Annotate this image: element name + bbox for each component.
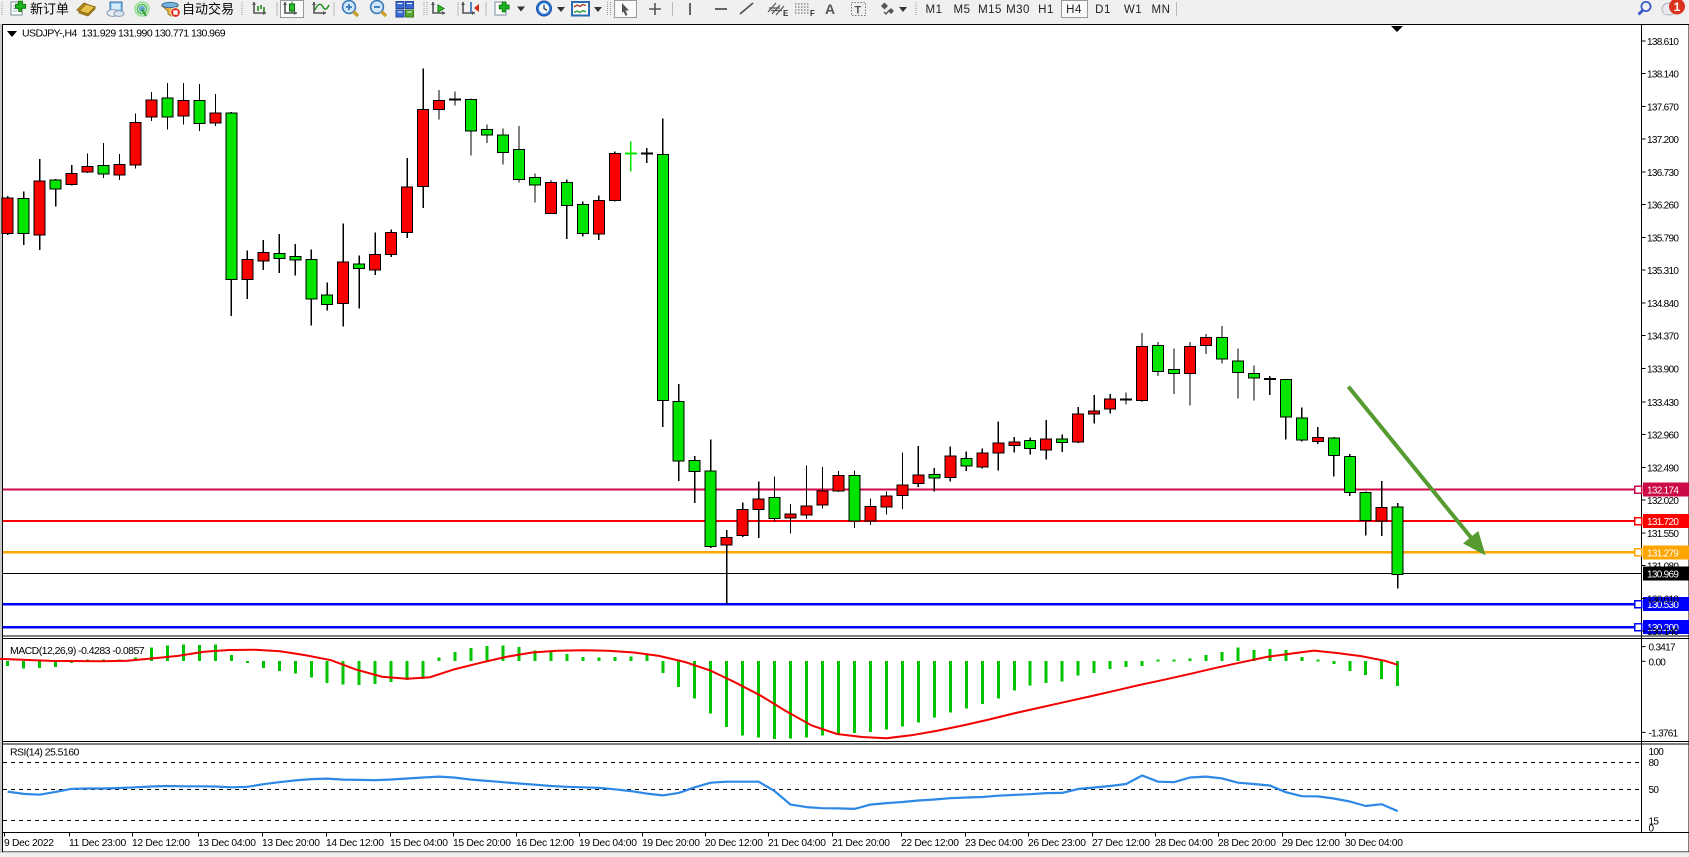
svg-text:1: 1 xyxy=(1674,0,1681,14)
svg-text:MN: MN xyxy=(1152,4,1171,16)
svg-text:T: T xyxy=(855,5,862,17)
svg-text:28 Dec 20:00: 28 Dec 20:00 xyxy=(1218,838,1276,849)
svg-text:RSI(14) 25.5160: RSI(14) 25.5160 xyxy=(10,747,80,759)
svg-text:30 Dec 04:00: 30 Dec 04:00 xyxy=(1345,838,1403,849)
svg-text:130.200: 130.200 xyxy=(1647,623,1679,634)
svg-text:14 Dec 12:00: 14 Dec 12:00 xyxy=(326,838,384,849)
svg-text:-1.3761: -1.3761 xyxy=(1649,728,1679,739)
svg-text:136.260: 136.260 xyxy=(1647,201,1679,212)
svg-text:135.310: 135.310 xyxy=(1647,266,1679,277)
svg-text:M1: M1 xyxy=(926,4,943,16)
svg-text:M5: M5 xyxy=(954,4,971,16)
svg-text:29 Dec 12:00: 29 Dec 12:00 xyxy=(1282,838,1340,849)
svg-text:A: A xyxy=(825,1,835,17)
svg-text:131.720: 131.720 xyxy=(1647,517,1679,528)
svg-text:新订单: 新订单 xyxy=(30,2,69,17)
svg-text:20 Dec 12:00: 20 Dec 12:00 xyxy=(705,838,763,849)
svg-text:12 Dec 12:00: 12 Dec 12:00 xyxy=(132,838,190,849)
svg-text:132.174: 132.174 xyxy=(1647,486,1679,497)
svg-text:19 Dec 04:00: 19 Dec 04:00 xyxy=(579,838,637,849)
svg-text:138.610: 138.610 xyxy=(1647,37,1679,48)
svg-text:USDJPY-,H4 131.929 131.990 13: USDJPY-,H4 131.929 131.990 130.771 130.9… xyxy=(22,28,226,40)
svg-text:15 Dec 20:00: 15 Dec 20:00 xyxy=(453,838,511,849)
svg-text:130.610: 130.610 xyxy=(1647,595,1679,606)
svg-text:133.430: 133.430 xyxy=(1647,398,1679,409)
svg-text:0: 0 xyxy=(1649,824,1655,835)
svg-text:130.969: 130.969 xyxy=(1647,570,1679,581)
svg-text:131.080: 131.080 xyxy=(1647,562,1679,573)
svg-text:130.530: 130.530 xyxy=(1647,600,1679,611)
svg-text:自动交易: 自动交易 xyxy=(182,2,234,17)
svg-text:100: 100 xyxy=(1649,747,1665,758)
svg-text:W1: W1 xyxy=(1124,4,1142,16)
svg-text:138.140: 138.140 xyxy=(1647,70,1679,81)
svg-text:23 Dec 04:00: 23 Dec 04:00 xyxy=(965,838,1023,849)
svg-text:15 Dec 04:00: 15 Dec 04:00 xyxy=(390,838,448,849)
svg-text:137.670: 137.670 xyxy=(1647,102,1679,113)
svg-text:H1: H1 xyxy=(1038,4,1054,16)
svg-text:M15: M15 xyxy=(978,4,1002,16)
svg-text:137.200: 137.200 xyxy=(1647,135,1679,146)
svg-text:80: 80 xyxy=(1649,758,1660,769)
svg-text:21 Dec 04:00: 21 Dec 04:00 xyxy=(768,838,826,849)
svg-text:M30: M30 xyxy=(1006,4,1030,16)
svg-text:131.279: 131.279 xyxy=(1647,548,1679,559)
svg-text:132.960: 132.960 xyxy=(1647,431,1679,442)
svg-text:13 Dec 20:00: 13 Dec 20:00 xyxy=(262,838,320,849)
svg-text:134.370: 134.370 xyxy=(1647,332,1679,343)
svg-text:132.490: 132.490 xyxy=(1647,464,1679,475)
svg-text:0.3417: 0.3417 xyxy=(1649,643,1677,654)
svg-text:9 Dec 2022: 9 Dec 2022 xyxy=(4,838,54,849)
svg-text:130.140: 130.140 xyxy=(1647,627,1679,638)
svg-text:136.730: 136.730 xyxy=(1647,168,1679,179)
svg-text:15: 15 xyxy=(1649,817,1660,828)
svg-text:13 Dec 04:00: 13 Dec 04:00 xyxy=(198,838,256,849)
svg-text:H4: H4 xyxy=(1066,4,1082,16)
svg-text:26 Dec 23:00: 26 Dec 23:00 xyxy=(1028,838,1086,849)
svg-text:22 Dec 12:00: 22 Dec 12:00 xyxy=(901,838,959,849)
svg-text:D1: D1 xyxy=(1095,4,1111,16)
svg-text:50: 50 xyxy=(1649,785,1660,796)
svg-text:0.00: 0.00 xyxy=(1649,657,1667,668)
svg-text:28 Dec 04:00: 28 Dec 04:00 xyxy=(1155,838,1213,849)
svg-text:11 Dec 23:00: 11 Dec 23:00 xyxy=(69,838,126,849)
svg-text:19 Dec 20:00: 19 Dec 20:00 xyxy=(642,838,700,849)
svg-text:16 Dec 12:00: 16 Dec 12:00 xyxy=(516,838,574,849)
svg-text:27 Dec 12:00: 27 Dec 12:00 xyxy=(1092,838,1150,849)
svg-text:21 Dec 20:00: 21 Dec 20:00 xyxy=(832,838,890,849)
svg-text:132.020: 132.020 xyxy=(1647,496,1679,507)
svg-text:133.900: 133.900 xyxy=(1647,364,1679,375)
svg-text:E: E xyxy=(783,9,789,18)
svg-text:134.840: 134.840 xyxy=(1647,299,1679,310)
svg-text:135.790: 135.790 xyxy=(1647,233,1679,244)
svg-text:131.550: 131.550 xyxy=(1647,529,1679,540)
svg-text:MACD(12,26,9) -0.4283 -0.0857: MACD(12,26,9) -0.4283 -0.0857 xyxy=(10,645,145,657)
svg-text:F: F xyxy=(810,9,815,18)
